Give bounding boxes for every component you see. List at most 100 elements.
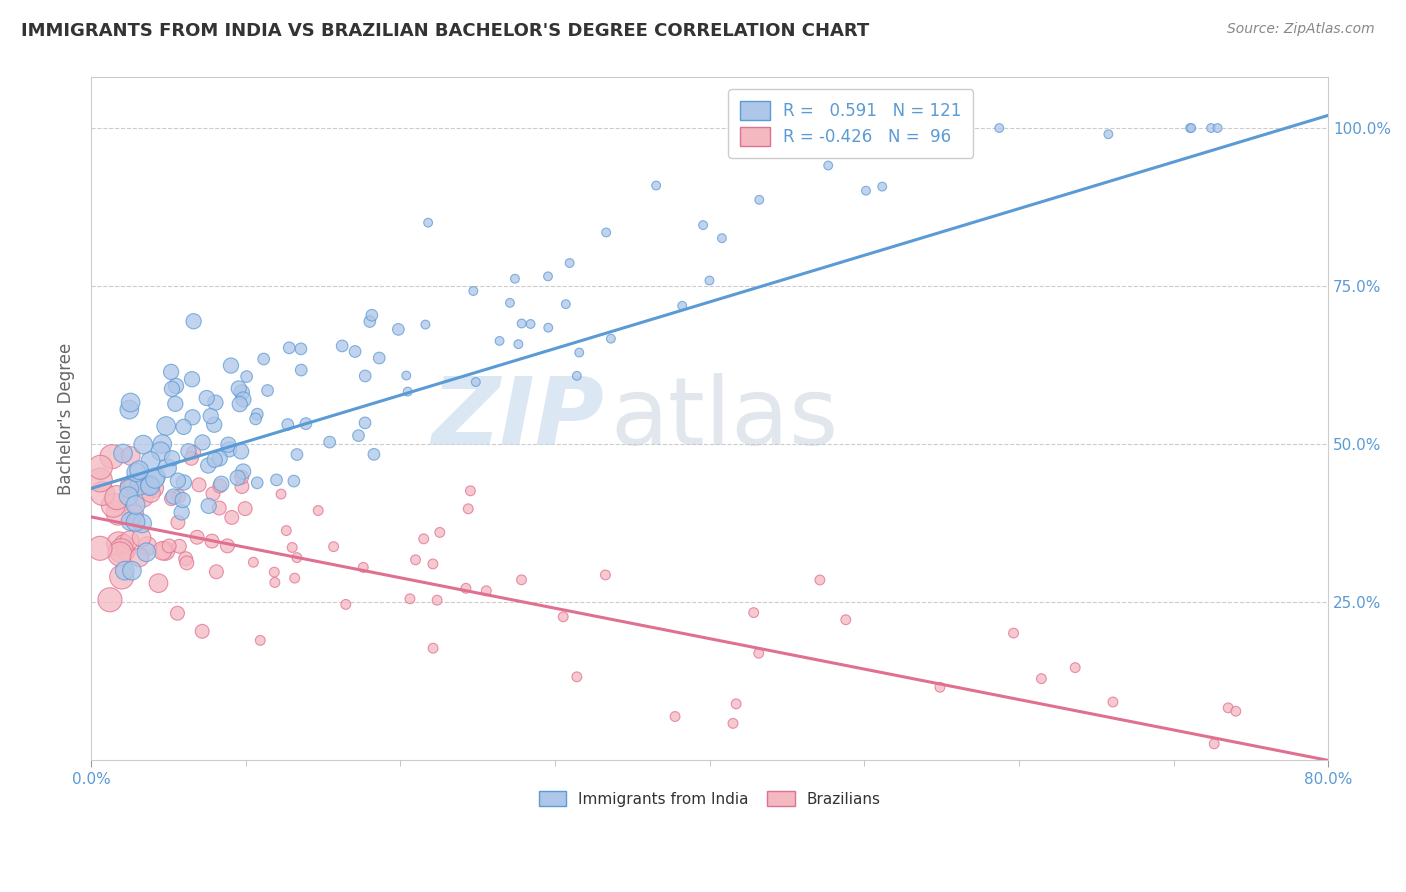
Point [155,419,177,434]
Point [186,530,208,544]
Point [209,476,232,491]
Point [396,384,419,399]
Point [197,458,219,473]
Point [645,178,668,193]
Point [710,231,733,245]
Point [1180,121,1202,136]
Point [105,491,128,505]
Point [135,545,157,559]
Point [231,385,253,400]
Point [692,218,714,232]
Point [122,507,145,521]
Point [278,341,301,355]
Point [277,417,299,432]
Point [132,491,155,505]
Point [285,448,308,462]
Point [817,159,839,173]
Text: atlas: atlas [610,373,839,465]
Point [1225,704,1247,718]
Point [415,318,437,332]
Point [464,375,486,389]
Point [167,474,190,488]
Point [120,514,142,528]
Point [148,576,170,591]
Point [412,532,434,546]
Point [263,565,285,579]
Point [208,479,231,493]
Point [204,452,226,467]
Point [156,461,179,475]
Point [1002,626,1025,640]
Point [359,314,381,328]
Point [181,410,204,425]
Point [183,314,205,328]
Point [149,444,172,458]
Point [172,493,194,508]
Point [519,317,541,331]
Point [139,479,162,493]
Point [124,498,146,512]
Legend: Immigrants from India, Brazilians: Immigrants from India, Brazilians [531,783,889,814]
Point [387,322,409,336]
Point [143,481,166,495]
Point [664,709,686,723]
Point [195,391,218,405]
Point [463,284,485,298]
Point [232,392,254,407]
Point [1097,127,1119,141]
Point [422,557,444,571]
Point [176,556,198,570]
Point [1102,695,1125,709]
Point [115,544,138,558]
Point [508,337,530,351]
Point [246,475,269,490]
Point [143,472,166,486]
Point [307,503,329,517]
Point [595,568,617,582]
Point [128,550,150,565]
Point [335,598,357,612]
Point [173,420,195,434]
Point [173,475,195,490]
Point [89,460,111,475]
Point [89,541,111,556]
Point [721,716,744,731]
Point [422,641,444,656]
Point [270,487,292,501]
Point [565,368,588,383]
Point [217,539,239,553]
Point [808,573,831,587]
Point [139,478,162,492]
Point [208,451,231,466]
Point [488,334,510,348]
Point [155,544,177,558]
Point [98,592,121,607]
Point [395,368,418,383]
Point [510,573,533,587]
Point [160,491,183,506]
Point [1218,701,1240,715]
Point [191,624,214,639]
Point [855,184,877,198]
Point [283,474,305,488]
Point [284,571,307,585]
Text: Source: ZipAtlas.com: Source: ZipAtlas.com [1227,22,1375,37]
Point [120,449,142,463]
Point [181,372,204,386]
Point [503,271,526,285]
Point [139,486,162,500]
Point [330,339,353,353]
Point [202,417,225,432]
Point [165,379,187,393]
Point [1178,121,1201,136]
Point [246,407,269,421]
Point [231,479,253,493]
Point [125,466,148,480]
Point [139,454,162,468]
Point [499,296,522,310]
Point [475,583,498,598]
Point [122,476,145,491]
Point [554,297,576,311]
Point [124,515,146,529]
Point [108,547,131,561]
